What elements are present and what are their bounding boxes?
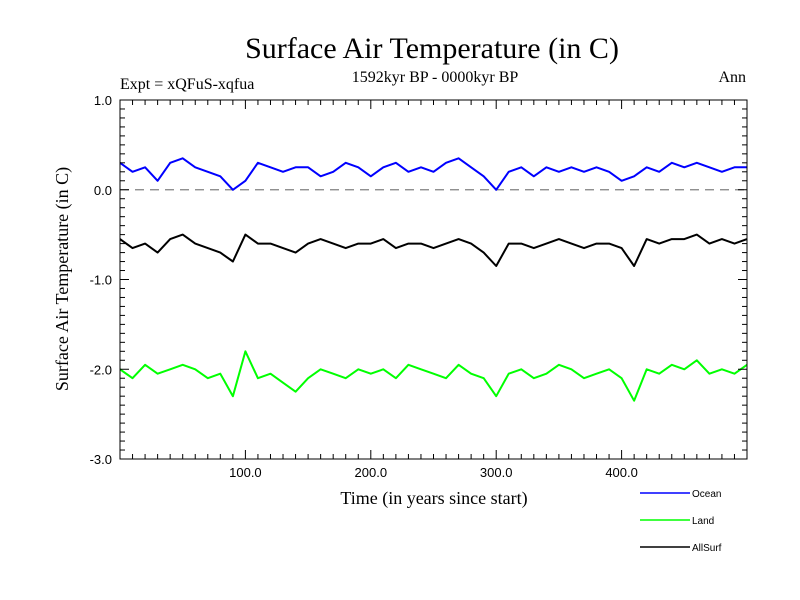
x-tick-label: 100.0 [229,465,262,480]
y-tick-label: -2.0 [90,362,112,377]
x-tick-label: 200.0 [355,465,388,480]
tick-layer: 100.0 200.0 300.0 400.0 1.0 0.0 -1.0 -2.0 -3.0 [90,93,747,480]
legend: Ocean Land AllSurf [640,489,722,554]
series-layer [119,157,748,402]
y-tick-label: -1.0 [90,273,112,288]
series-line-allsurf [119,233,748,267]
experiment-label: Expt = xQFuS-xqfua [120,76,254,93]
legend-label-allsurf: AllSurf [692,543,722,554]
y-tick-label: -3.0 [90,452,112,467]
y-axis-label: Surface Air Temperature (in C) [52,167,73,391]
y-tick-label: 0.0 [94,183,112,198]
legend-label-ocean: Ocean [692,489,721,500]
time-range-label: 1592kyr BP - 0000kyr BP [352,69,519,86]
x-tick-label: 300.0 [480,465,513,480]
y-tick-label: 1.0 [94,93,112,108]
x-tick-label: 400.0 [605,465,638,480]
series-line-land [119,350,748,402]
x-axis-label: Time (in years since start) [340,488,527,509]
plot-frame [119,99,748,460]
legend-label-land: Land [692,516,714,527]
season-label: Ann [718,69,746,86]
chart-title: Surface Air Temperature (in C) [245,32,619,65]
series-line-ocean [119,157,747,191]
